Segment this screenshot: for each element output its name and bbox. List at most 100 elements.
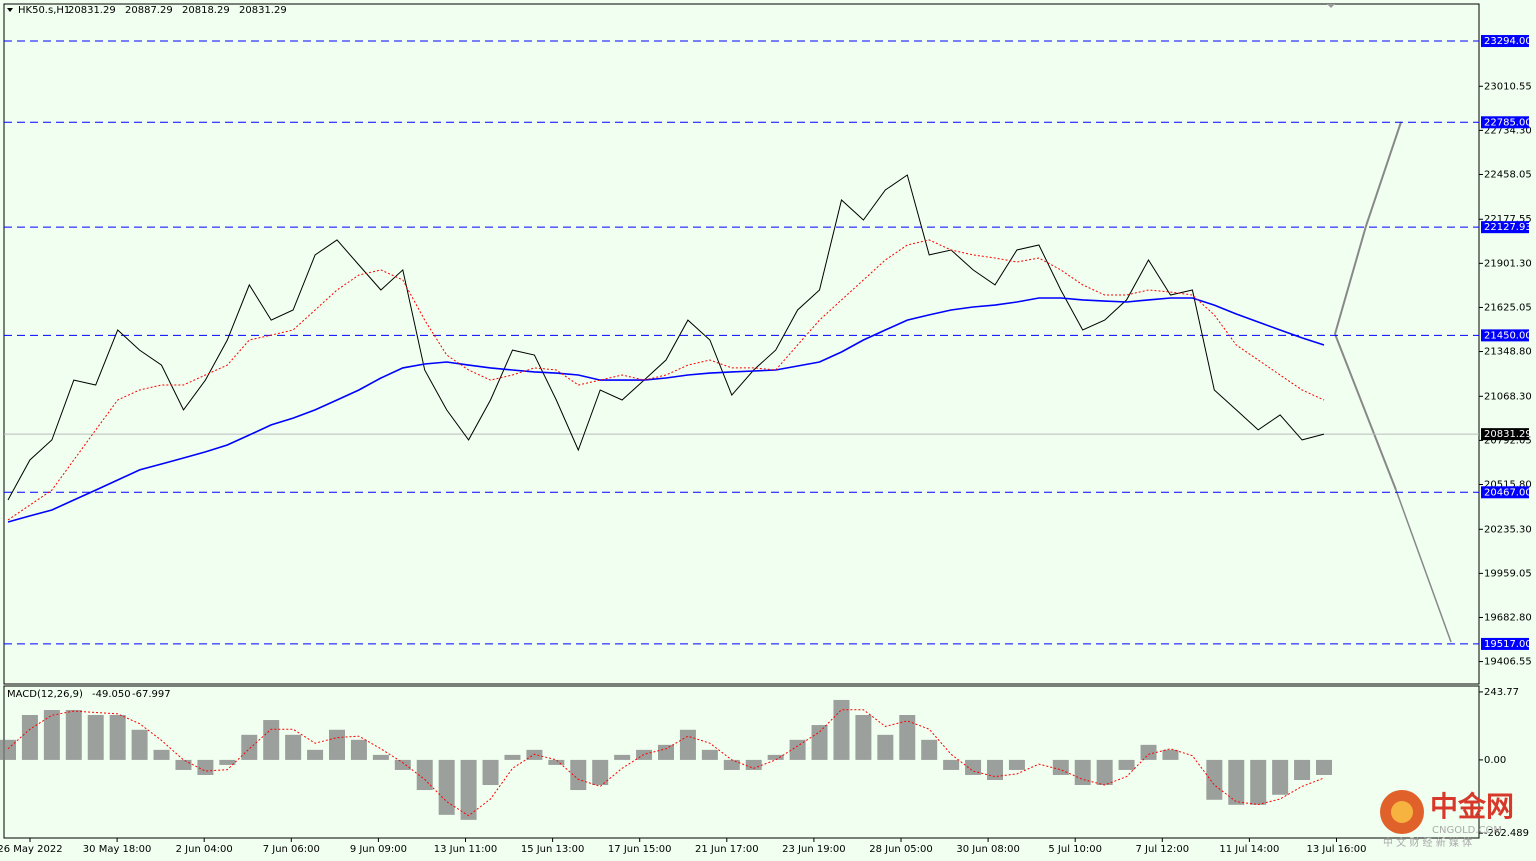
x-tick-label: 23 Jun 19:00 <box>782 844 846 855</box>
x-tick-label: 30 May 18:00 <box>83 844 152 855</box>
macd-bar <box>482 759 499 786</box>
x-tick-label: 9 Jun 09:00 <box>350 844 407 855</box>
watermark-logo-core <box>1391 801 1413 823</box>
macd-bar <box>1294 759 1311 780</box>
macd-bar <box>460 759 477 820</box>
macd-bar <box>307 749 324 760</box>
macd-bar <box>943 759 960 770</box>
y-tick-label: 21348.80 <box>1484 347 1532 358</box>
macd-bar <box>87 715 104 760</box>
macd-bar <box>701 749 718 760</box>
level-tag <box>1481 637 1529 650</box>
y-tick-label: 20792.05 <box>1484 435 1532 446</box>
macd-bar <box>394 759 411 770</box>
level-label: 19517.00 <box>1484 639 1532 650</box>
watermark-tagline: 中 文 财 经 新 媒 体 <box>1383 836 1472 849</box>
macd-bar <box>175 759 192 770</box>
macd-bar <box>1250 759 1267 805</box>
macd-bar <box>504 754 521 760</box>
macd-bar <box>1074 759 1091 786</box>
macd-bar <box>1096 759 1113 786</box>
y-tick-label: 21625.05 <box>1484 302 1532 313</box>
macd-reading: -49.050 <box>92 689 131 700</box>
level-tag <box>1481 35 1529 48</box>
macd-bar <box>438 759 455 815</box>
x-tick-label: 13 Jun 11:00 <box>434 844 498 855</box>
macd-bar <box>350 739 367 760</box>
menu-icon[interactable] <box>7 8 13 12</box>
macd-bar <box>1052 759 1069 775</box>
y-tick-label: 22177.55 <box>1484 214 1532 225</box>
y-tick-label: 19682.80 <box>1484 612 1532 623</box>
macd-bar <box>745 759 762 770</box>
macd-bar <box>1228 759 1245 805</box>
y-tick-label: 21068.30 <box>1484 391 1532 402</box>
macd-bar <box>109 715 126 760</box>
macd-bar <box>767 754 784 760</box>
macd-bar <box>855 715 872 760</box>
watermark-name: 中金网 <box>1430 790 1514 823</box>
macd-bar <box>636 749 653 760</box>
macd-bar <box>241 734 258 760</box>
macd-bar <box>723 759 740 770</box>
y-tick-label: 21901.30 <box>1484 258 1532 269</box>
y-tick-label: 20515.80 <box>1484 480 1532 491</box>
moving-average <box>7 297 1325 523</box>
macd-bar <box>131 729 148 760</box>
macd-bar <box>965 759 982 775</box>
macd-bar <box>877 734 894 760</box>
watermark: 中金网 CNGOLD.COM 中 文 财 经 新 媒 体 <box>1380 790 1514 849</box>
x-tick-label: 11 Jul 14:00 <box>1219 844 1279 855</box>
macd-label: MACD(12,26,9) <box>7 689 83 700</box>
macd-bar <box>153 749 170 760</box>
x-tick-label: 7 Jun 06:00 <box>263 844 320 855</box>
macd-bar <box>592 759 609 786</box>
macd-reading: -67.997 <box>132 689 171 700</box>
x-tick-label: 17 Jun 15:00 <box>608 844 672 855</box>
level-label: 21450.00 <box>1484 330 1532 341</box>
level-label: 23294.00 <box>1484 36 1532 47</box>
macd-bar <box>1118 759 1135 770</box>
x-tick-label: 2 Jun 04:00 <box>176 844 233 855</box>
macd-bar <box>263 720 280 760</box>
y-tick-label: -262.489 <box>1484 828 1529 839</box>
macd-bar <box>1008 759 1025 770</box>
current-price-tag <box>1481 428 1529 441</box>
x-tick-label: 15 Jun 13:00 <box>521 844 585 855</box>
level-tag <box>1481 486 1529 499</box>
macd-bar <box>833 699 850 760</box>
watermark-site: CNGOLD.COM <box>1432 825 1502 836</box>
macd-bar <box>1316 759 1332 775</box>
macd-bar <box>197 759 214 775</box>
x-tick-label: 13 Jul 16:00 <box>1307 844 1367 855</box>
macd-bar <box>1162 749 1179 760</box>
ohlc-value: 20831.29 <box>239 5 287 16</box>
macd-bar <box>219 759 236 765</box>
symbol-title: HK50.s,H1 <box>18 5 70 16</box>
level-tag <box>1481 329 1529 342</box>
ohlc-value: 20818.29 <box>182 5 230 16</box>
level-tag <box>1481 116 1529 129</box>
macd-bar <box>811 725 828 760</box>
x-tick-label: 5 Jul 10:00 <box>1048 844 1102 855</box>
current-price-label: 20831.29 <box>1484 429 1532 440</box>
macd-bar <box>921 739 938 760</box>
y-tick-label: 19959.05 <box>1484 568 1532 579</box>
level-label: 22785.00 <box>1484 117 1532 128</box>
macd-bar <box>21 715 38 760</box>
y-tick-label: 22734.30 <box>1484 125 1532 136</box>
level-label: 22127.93 <box>1484 222 1532 233</box>
macd-bar <box>614 754 631 760</box>
shift-marker <box>1327 4 1335 8</box>
macd-bar <box>548 759 565 765</box>
y-tick-label: 20235.30 <box>1484 524 1532 535</box>
x-tick-label: 21 Jun 17:00 <box>695 844 759 855</box>
macd-bar <box>372 754 389 760</box>
level-label: 20467.00 <box>1484 487 1532 498</box>
y-tick-label: 19406.55 <box>1484 657 1532 668</box>
projection-arrows <box>1334 121 1452 643</box>
signal-line <box>7 709 1325 817</box>
macd-panel <box>3 685 1480 839</box>
moving-average <box>7 239 1325 521</box>
macd-bar <box>416 759 433 791</box>
